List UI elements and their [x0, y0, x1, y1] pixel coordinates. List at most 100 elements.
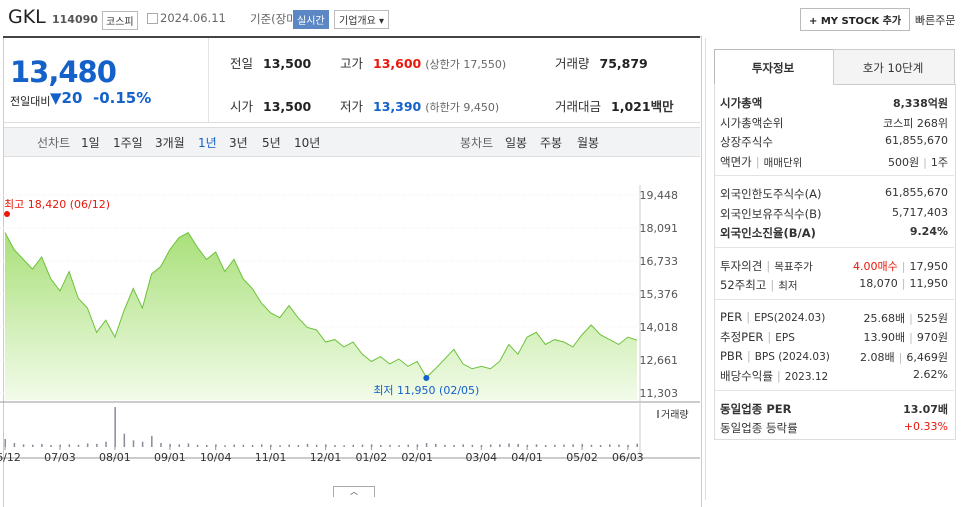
separator: |: [776, 369, 781, 383]
volume-bar: [114, 407, 116, 447]
row-value-text: 61,855,670: [885, 134, 948, 147]
tab-bar: [4, 127, 700, 157]
tab-item[interactable]: 월봉: [577, 136, 600, 150]
row-value-text: 11,950: [909, 277, 949, 290]
tab-item[interactable]: 3개월: [155, 136, 185, 150]
stat: 고가 13,600 (상한가 17,550): [340, 53, 506, 72]
row-label: 외국인한도주식수(A): [720, 186, 821, 202]
volume-bar: [297, 445, 300, 447]
info-row: 액면가 | 매매단위 500원 | 1주: [720, 154, 948, 170]
volume-bar: [50, 445, 52, 447]
volume-bar: [581, 443, 584, 447]
divider: [714, 298, 954, 300]
row-label-text: 외국인보유주식수(B): [720, 206, 822, 221]
low-label: 최저 11,950 (02/05): [373, 384, 479, 397]
stat-extra: (하한가 9,450): [425, 101, 500, 114]
volume-bar: [370, 444, 373, 447]
row-value: +0.33%: [904, 420, 948, 436]
row-value: 25.68배 | 525원: [864, 310, 948, 326]
stat-label: 고가: [340, 56, 364, 71]
row-value-text: 970원: [916, 331, 948, 344]
volume-bar: [141, 441, 144, 447]
row-label-text: 동일업종 PER: [720, 401, 792, 416]
volume-bar: [169, 443, 171, 447]
volume-bar: [398, 445, 400, 447]
tab-item[interactable]: 주봉: [540, 136, 563, 150]
info-row: 외국인한도주식수(A) 61,855,670: [720, 186, 948, 202]
volume-bar: [618, 444, 620, 447]
date: 2024.06.11: [160, 11, 226, 25]
separator: |: [923, 155, 927, 169]
row-label: 52주최고 | 최저: [720, 277, 798, 293]
stat-label: 거래량: [555, 56, 590, 71]
x-tick-label: 05/02: [566, 451, 598, 464]
volume-bar: [41, 443, 43, 447]
row-label-text: 매매단위: [763, 156, 803, 169]
stock-name: GKL: [8, 6, 46, 28]
high-dot: [4, 211, 10, 217]
info-row: 시가총액 8,338억원: [720, 95, 948, 111]
row-value: 9.24%: [910, 225, 948, 241]
x-tick-label: 08/01: [99, 451, 131, 464]
row-value-text: 18,070: [859, 277, 898, 290]
tab-item[interactable]: 1일: [81, 136, 100, 150]
tab-item[interactable]: 5년: [262, 136, 281, 150]
volume-bar: [123, 433, 126, 447]
change: ▼20: [50, 89, 83, 107]
volume-bar: [462, 444, 464, 447]
tab-item[interactable]: 10년: [294, 136, 321, 150]
realtime-button[interactable]: 실시간: [293, 10, 329, 29]
tab-item[interactable]: 3년: [229, 136, 248, 150]
row-label: PBR | BPS (2024.03): [720, 349, 830, 365]
overview-dropdown[interactable]: 기업개요 ▾: [334, 10, 390, 29]
info-row: 추정PER | EPS 13.90배 | 970원: [720, 329, 948, 345]
y-tick-label: 18,091: [640, 222, 679, 235]
volume-bar: [325, 444, 327, 447]
collapse-button[interactable]: ︿: [333, 486, 375, 497]
info-row: 상장주식수 61,855,670: [720, 134, 948, 150]
x-tick-label: 11/01: [255, 451, 287, 464]
x-tick-label: 12/01: [310, 451, 342, 464]
tab-item[interactable]: 1주일: [113, 136, 143, 150]
stat-label: 저가: [340, 99, 364, 114]
row-label: 시가총액순위: [720, 115, 783, 131]
quick-order[interactable]: 빠른주문: [915, 14, 956, 27]
separator: |: [767, 330, 772, 344]
row-label: 상장주식수: [720, 134, 773, 150]
row-label-text: 시가총액순위: [720, 115, 784, 130]
volume-bar: [627, 444, 629, 447]
volume-bar: [554, 444, 556, 447]
stat-value: 13,500: [263, 99, 312, 114]
row-label: 외국인소진율(B/A): [720, 225, 816, 241]
volume-bar: [251, 445, 254, 447]
change-label: 전일대비: [10, 95, 51, 108]
calendar-icon: [147, 13, 158, 24]
volume-bar: [270, 444, 272, 447]
overview-text: 기업개요: [339, 16, 376, 27]
panel-tab[interactable]: 호가 10단계: [862, 61, 924, 75]
volume-bar: [206, 445, 208, 447]
stat-value: 1,021: [611, 99, 651, 114]
stat: 시가 13,500: [230, 96, 311, 115]
row-label-text: 최저: [778, 280, 798, 292]
row-label: PER | EPS(2024.03): [720, 310, 825, 326]
mystock-button[interactable]: + MY STOCK 추가: [800, 8, 911, 31]
stat-extra: (상한가 17,550): [425, 58, 507, 71]
row-label-text: 상장주식수: [720, 135, 773, 149]
panel-tab[interactable]: 투자정보: [751, 61, 795, 75]
row-value: 4.00매수 | 17,950: [853, 258, 948, 274]
volume-bar: [160, 443, 162, 447]
tab-item[interactable]: 1년: [198, 136, 217, 150]
volume-bar: [480, 445, 483, 447]
volume-bar: [352, 444, 355, 447]
separator: |: [755, 154, 760, 169]
row-value-text: 코스피 268위: [883, 116, 948, 130]
stat-value: 13,390: [373, 99, 422, 114]
tab-item[interactable]: 일봉: [505, 136, 528, 150]
volume-bar: [499, 444, 501, 447]
volume-bar: [508, 443, 510, 447]
stat: 거래량 75,879: [555, 53, 648, 72]
row-label-text: 목표주가: [774, 260, 813, 273]
stock-code: 114090: [52, 13, 98, 26]
volume-bar: [86, 443, 89, 447]
